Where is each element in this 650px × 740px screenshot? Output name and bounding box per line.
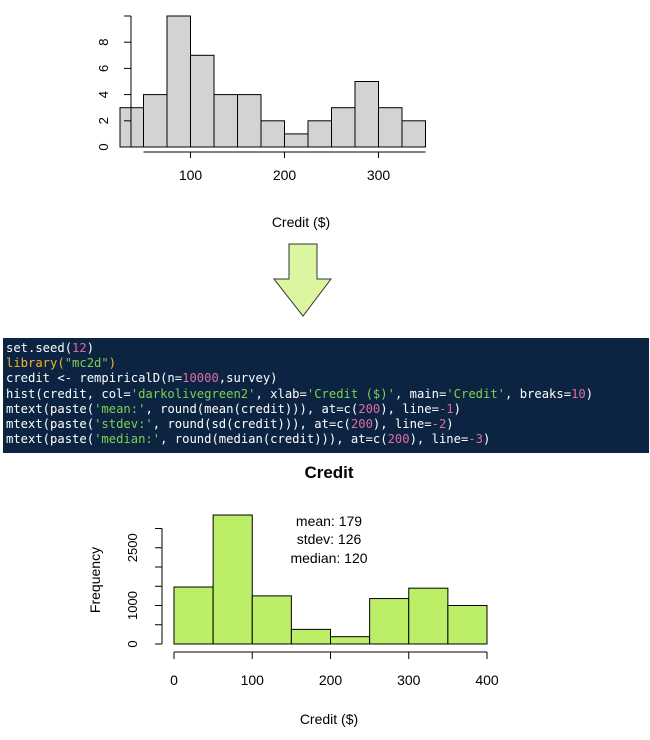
code-token: ) — [453, 401, 461, 416]
top-y-tick-label: 6 — [96, 65, 111, 72]
annotation-stdev: stdev: 126 — [297, 531, 362, 547]
bottom-x-axis-label: Credit ($) — [300, 711, 358, 727]
top-x-tick-label: 300 — [367, 167, 391, 183]
bottom-y-axis-label: Frequency — [87, 547, 103, 613]
top-bar — [119, 107, 144, 148]
top-bar — [378, 107, 403, 148]
bottom-x-tick-label: 100 — [241, 672, 265, 688]
code-token: ) — [585, 386, 594, 401]
top-bar — [354, 81, 379, 148]
code-token: mtext(paste( — [6, 417, 95, 432]
code-token: ,survey) — [218, 371, 278, 386]
code-token: 'Credit ($)' — [306, 386, 395, 401]
code-token: 'Credit' — [446, 386, 506, 401]
top-y-tick-label: 2 — [96, 117, 111, 124]
bottom-bar — [212, 514, 253, 645]
code-token: -2 — [431, 417, 447, 432]
bottom-x-tick-label: 200 — [319, 672, 343, 688]
top-x-tick-label: 200 — [273, 167, 297, 183]
bottom-bar — [290, 628, 331, 645]
top-histogram: 100 200 300 0 2 4 6 8 Credit ($) — [96, 15, 426, 230]
bottom-y-tick-label: 2500 — [125, 533, 140, 562]
top-x-tick-label: 100 — [179, 167, 203, 183]
code-token: 10 — [571, 386, 586, 401]
code-token: ) — [108, 356, 117, 371]
bottom-bar — [447, 605, 488, 645]
code-line: set.seed(12) — [6, 341, 649, 356]
code-token: , round(median(credit))), at=c( — [160, 432, 388, 447]
code-token: 10000 — [182, 371, 219, 386]
code-token: ) — [86, 341, 95, 355]
code-token: , xlab= — [255, 386, 307, 401]
top-bar — [260, 120, 285, 148]
code-line: mtext(paste('stdev:', round(sd(credit)))… — [6, 417, 649, 432]
code-token: ) — [446, 417, 454, 432]
bottom-bar — [173, 586, 214, 645]
code-token: 200 — [387, 432, 410, 447]
code-token: -1 — [438, 401, 454, 416]
code-token: , round(sd(credit))), at=c( — [152, 417, 351, 432]
code-line: hist(credit, col='darkolivegreen2', xlab… — [6, 387, 649, 402]
code-token: 12 — [72, 341, 87, 355]
code-line: mtext(paste('mean:', round(mean(credit))… — [6, 402, 649, 417]
top-bar — [307, 120, 332, 148]
code-token: ), line= — [380, 401, 439, 416]
bottom-x-tick-label: 0 — [170, 672, 178, 688]
bottom-bars — [173, 514, 488, 645]
top-bar — [401, 120, 426, 148]
code-token: hist(credit, col= — [6, 386, 131, 401]
code-token: library( — [6, 356, 65, 371]
code-token: , main= — [394, 386, 447, 401]
code-token: ), line= — [409, 432, 469, 447]
code-token: set.seed( — [6, 341, 73, 355]
top-bar — [237, 94, 262, 148]
code-token: 'mean:' — [94, 401, 146, 416]
code-line: library("mc2d") — [6, 356, 649, 371]
code-token: 'darkolivegreen2' — [130, 386, 256, 401]
bottom-x-tick-label: 300 — [397, 672, 421, 688]
annotation-mean: mean: 179 — [296, 513, 362, 529]
bottom-bar — [251, 595, 292, 645]
bottom-bar — [369, 598, 410, 645]
bottom-bar — [330, 636, 371, 645]
chart-title: Credit — [304, 463, 353, 482]
code-token: mtext(paste( — [6, 432, 95, 447]
code-line: credit <- rempiricalD(n=10000,survey) — [6, 371, 649, 386]
code-line: mtext(paste('median:', round(median(cred… — [6, 432, 649, 447]
code-token: , breaks= — [505, 386, 572, 401]
annotation-median: median: 120 — [290, 550, 367, 566]
code-token: credit <- rempiricalD(n= — [6, 371, 183, 386]
top-y-tick-label: 8 — [96, 39, 111, 46]
code-token: ) — [482, 432, 491, 447]
top-bar — [143, 94, 168, 148]
bottom-histogram: Credit mean: 179 stdev: 126 median: 120 … — [87, 463, 499, 727]
code-token: 'median:' — [94, 432, 161, 447]
code-token: ), line= — [372, 417, 432, 432]
bottom-axes: 0 100 200 300 400 0 1000 2500 — [125, 528, 499, 688]
bottom-y-tick-label: 0 — [125, 640, 140, 647]
top-bar — [213, 94, 238, 148]
code-token: 200 — [350, 417, 373, 432]
bottom-bar — [408, 587, 449, 645]
top-bar — [284, 133, 309, 148]
top-bar — [190, 54, 215, 148]
top-x-axis-label: Credit ($) — [272, 214, 330, 230]
code-token: mtext(paste( — [6, 401, 95, 416]
code-token: , round(mean(credit))), at=c( — [145, 401, 359, 416]
r-code-block: set.seed(12) library("mc2d") credit <- rem… — [3, 338, 649, 453]
top-bar — [166, 15, 191, 148]
bottom-y-tick-label: 1000 — [125, 591, 140, 620]
code-token: 200 — [358, 401, 381, 416]
top-axes: 100 200 300 0 2 4 6 8 — [96, 15, 426, 183]
top-bar — [331, 107, 356, 148]
top-y-tick-label: 4 — [96, 91, 111, 98]
bottom-x-tick-label: 400 — [475, 672, 499, 688]
code-token: 'stdev:' — [94, 417, 153, 432]
top-y-tick-label: 0 — [96, 143, 111, 150]
top-bars — [119, 15, 426, 148]
code-token: -3 — [468, 432, 483, 447]
code-token: "mc2d" — [64, 356, 109, 371]
